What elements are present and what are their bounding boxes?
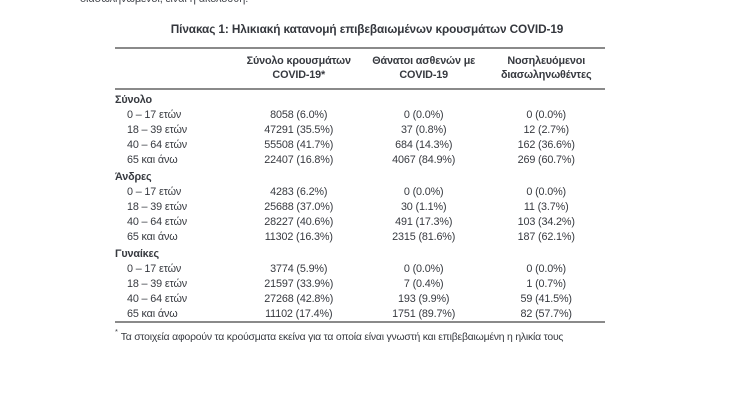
covid-age-table-container: Σύνολο κρουσμάτων COVID-19* Θάνατοι ασθε… xyxy=(115,47,605,323)
header-deaths-line2: COVID-19 xyxy=(399,69,448,81)
cases-value: 25688 (37.0%) xyxy=(264,200,334,213)
table-row: 18 – 39 ετών 21597 (33.9%) 7 (0.4%) 1 (0… xyxy=(115,276,605,291)
age-label: 18 – 39 ετών xyxy=(127,200,187,213)
deaths-value: 30 (1.1%) xyxy=(400,200,447,213)
table-row: 65 και άνω 22407 (16.8%) 4067 (84.9%) 26… xyxy=(115,152,605,167)
age-label: 65 και άνω xyxy=(127,230,178,243)
intubated-value: 269 (60.7%) xyxy=(517,153,575,166)
section-row-men: Άνδρες xyxy=(115,167,605,184)
clipped-paragraph-text: διασωληνωμένοι, είναι η ακόλουθη: xyxy=(80,0,248,5)
intubated-value: 82 (57.7%) xyxy=(520,307,572,320)
cases-value: 4283 (6.2%) xyxy=(270,185,328,198)
cases-value: 11302 (16.3%) xyxy=(264,230,333,243)
section-label: Γυναίκες xyxy=(115,247,159,260)
intubated-value: 187 (62.1%) xyxy=(517,230,575,243)
deaths-value: 37 (0.8%) xyxy=(400,123,447,136)
cases-value: 11102 (17.4%) xyxy=(265,307,333,320)
header-total-cases: Σύνολο κρουσμάτων COVID-19* xyxy=(238,48,361,89)
age-label: 0 – 17 ετών xyxy=(127,262,182,275)
intubated-value: 0 (0.0%) xyxy=(526,108,566,121)
header-intubated-line1: Νοσηλευόμενοι xyxy=(507,55,586,67)
table-row: 18 – 39 ετών 47291 (35.5%) 37 (0.8%) 12 … xyxy=(115,122,605,137)
header-intubated: Νοσηλευόμενοι διασωληνωθέντες xyxy=(487,48,605,89)
deaths-value: 684 (14.3%) xyxy=(395,138,453,151)
intubated-value: 12 (2.7%) xyxy=(523,123,569,136)
table-title: Πίνακας 1: Ηλικιακή κατανομή επιβεβαιωμέ… xyxy=(170,22,564,36)
header-total-cases-line2: COVID-19* xyxy=(272,69,326,81)
cases-value: 21597 (33.9%) xyxy=(264,277,334,290)
intubated-value: 0 (0.0%) xyxy=(526,262,566,275)
age-label: 0 – 17 ετών xyxy=(127,185,182,198)
age-label: 65 και άνω xyxy=(127,153,178,166)
table-row: 18 – 39 ετών 25688 (37.0%) 30 (1.1%) 11 … xyxy=(115,199,605,214)
table-row: 0 – 17 ετών 3774 (5.9%) 0 (0.0%) 0 (0.0%… xyxy=(115,261,605,276)
cases-value: 3774 (5.9%) xyxy=(270,262,328,275)
header-total-cases-line1: Σύνολο κρουσμάτων xyxy=(246,55,351,67)
age-label: 65 και άνω xyxy=(127,307,178,320)
cases-value: 28227 (40.6%) xyxy=(264,215,334,228)
table-row: 40 – 64 ετών 55508 (41.7%) 684 (14.3%) 1… xyxy=(115,137,605,152)
table-row: 65 και άνω 11302 (16.3%) 2315 (81.6%) 18… xyxy=(115,229,605,244)
deaths-value: 4067 (84.9%) xyxy=(392,153,456,166)
cases-value: 27268 (42.8%) xyxy=(264,292,334,305)
age-label: 18 – 39 ετών xyxy=(127,123,187,136)
age-label: 18 – 39 ετών xyxy=(127,277,187,290)
intubated-value: 1 (0.7%) xyxy=(526,277,566,290)
cases-value: 47291 (35.5%) xyxy=(264,123,334,136)
header-empty xyxy=(115,48,238,89)
cases-value: 55508 (41.7%) xyxy=(264,138,334,151)
header-intubated-line2: διασωληνωθέντες xyxy=(500,69,592,81)
intubated-value: 103 (34.2%) xyxy=(517,215,575,228)
section-label: Σύνολο xyxy=(115,93,152,106)
deaths-value: 0 (0.0%) xyxy=(403,262,444,275)
deaths-value: 0 (0.0%) xyxy=(403,108,444,121)
table-row: 40 – 64 ετών 28227 (40.6%) 491 (17.3%) 1… xyxy=(115,214,605,229)
deaths-value: 1751 (89.7%) xyxy=(392,307,456,320)
table-row: 65 και άνω 11102 (17.4%) 1751 (89.7%) 82… xyxy=(115,306,605,322)
table-header-row: Σύνολο κρουσμάτων COVID-19* Θάνατοι ασθε… xyxy=(115,48,605,89)
deaths-value: 193 (9.9%) xyxy=(398,292,450,305)
covid-age-table: Σύνολο κρουσμάτων COVID-19* Θάνατοι ασθε… xyxy=(115,47,605,323)
table-footnote: *Τα στοιχεία αφορούν τα κρούσματα εκείνα… xyxy=(115,327,620,343)
age-label: 40 – 64 ετών xyxy=(127,292,187,305)
table-row: 40 – 64 ετών 27268 (42.8%) 193 (9.9%) 59… xyxy=(115,291,605,306)
intubated-value: 11 (3.7%) xyxy=(523,200,569,213)
intubated-value: 59 (41.5%) xyxy=(520,292,572,305)
section-row-women: Γυναίκες xyxy=(115,244,605,261)
intubated-value: 162 (36.6%) xyxy=(517,138,575,151)
section-label: Άνδρες xyxy=(115,170,152,183)
clipped-paragraph: διασωληνωμένοι, είναι η ακόλουθη: xyxy=(80,0,380,8)
deaths-value: 2315 (81.6%) xyxy=(392,230,456,243)
table-row: 0 – 17 ετών 4283 (6.2%) 0 (0.0%) 0 (0.0%… xyxy=(115,184,605,199)
header-deaths-line1: Θάνατοι ασθενών με xyxy=(372,55,476,67)
deaths-value: 0 (0.0%) xyxy=(403,185,444,198)
footnote-text: Τα στοιχεία αφορούν τα κρούσματα εκείνα … xyxy=(120,332,564,343)
header-deaths: Θάνατοι ασθενών με COVID-19 xyxy=(360,48,487,89)
table-row: 0 – 17 ετών 8058 (6.0%) 0 (0.0%) 0 (0.0%… xyxy=(115,107,605,122)
cases-value: 8058 (6.0%) xyxy=(270,108,328,121)
cases-value: 22407 (16.8%) xyxy=(264,153,334,166)
footnote-asterisk: * xyxy=(115,327,118,336)
deaths-value: 491 (17.3%) xyxy=(395,215,453,228)
section-row-total: Σύνολο xyxy=(115,89,605,107)
age-label: 40 – 64 ετών xyxy=(127,215,187,228)
age-label: 0 – 17 ετών xyxy=(127,108,182,121)
age-label: 40 – 64 ετών xyxy=(127,138,187,151)
deaths-value: 7 (0.4%) xyxy=(403,277,444,290)
intubated-value: 0 (0.0%) xyxy=(526,185,566,198)
